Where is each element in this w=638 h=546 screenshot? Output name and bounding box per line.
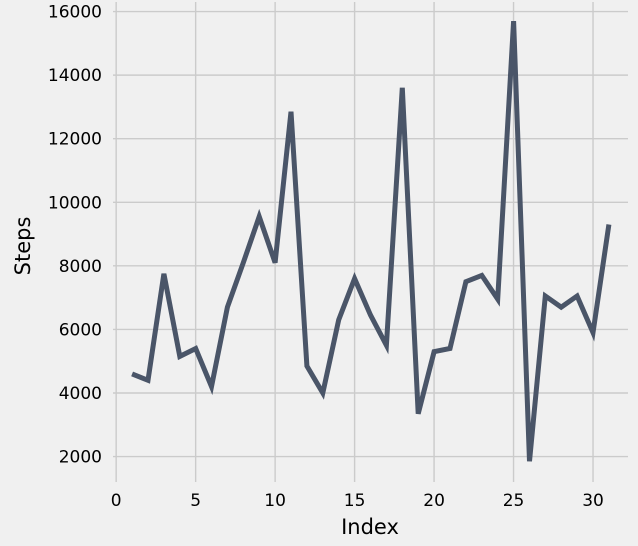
y-tick-label: 12000 [48,130,102,150]
x-tick-label: 20 [423,491,445,511]
x-tick-label: 0 [111,491,122,511]
x-tick-label: 15 [344,491,366,511]
x-tick-label: 25 [503,491,525,511]
y-tick-labels: 2000 4000 6000 8000 10000 12000 14000 16000 [48,3,102,468]
x-tick-label: 30 [582,491,604,511]
plot-area [113,2,628,482]
series-line [131,20,612,462]
series-group [131,20,612,462]
y-tick-label: 14000 [48,66,102,86]
y-tick-label: 4000 [59,384,102,404]
y-tick-label: 6000 [59,320,102,340]
y-axis-label: Steps [11,217,35,276]
y-tick-label: 10000 [48,193,102,213]
y-tick-label: 8000 [59,257,102,277]
y-tick-label: 2000 [59,448,102,468]
x-axis-label: Index [341,515,399,539]
x-tick-label: 10 [264,491,286,511]
y-tick-label: 16000 [48,3,102,23]
x-tick-label: 5 [190,491,201,511]
x-tick-labels: 0 5 10 15 20 25 30 [111,491,604,511]
